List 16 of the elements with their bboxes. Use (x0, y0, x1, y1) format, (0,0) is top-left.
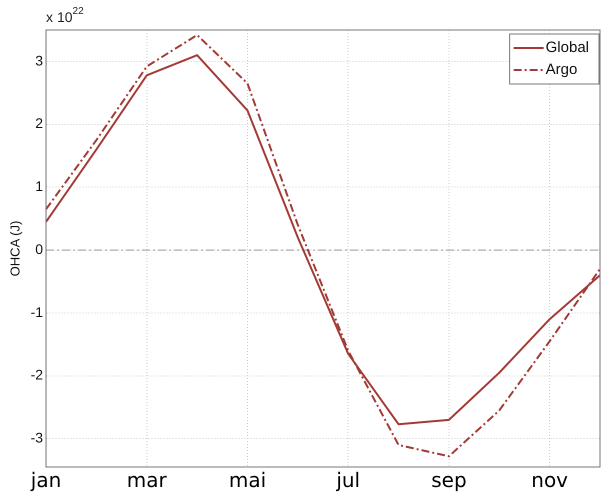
x-tick-label: sep (431, 468, 467, 492)
y-tick-label: 2 (35, 115, 44, 132)
legend-label: Argo (546, 61, 578, 78)
x-tick-label: nov (531, 468, 568, 492)
y-axis-title: OHCA (J) (7, 220, 22, 276)
x-tick-label: jan (30, 468, 62, 492)
y-tick-label: -2 (30, 366, 44, 383)
y-tick-label: -3 (30, 430, 44, 446)
legend-label: Global (546, 39, 589, 56)
x-tick-label: mai (228, 468, 266, 492)
y-tick-label: -1 (30, 304, 44, 320)
y-tick-label: 3 (35, 52, 44, 68)
x-tick-label: jul (335, 468, 360, 492)
x-tick-label: mar (126, 468, 168, 492)
y-tick-label: 1 (35, 178, 44, 194)
y-tick-label: 0 (35, 240, 44, 257)
